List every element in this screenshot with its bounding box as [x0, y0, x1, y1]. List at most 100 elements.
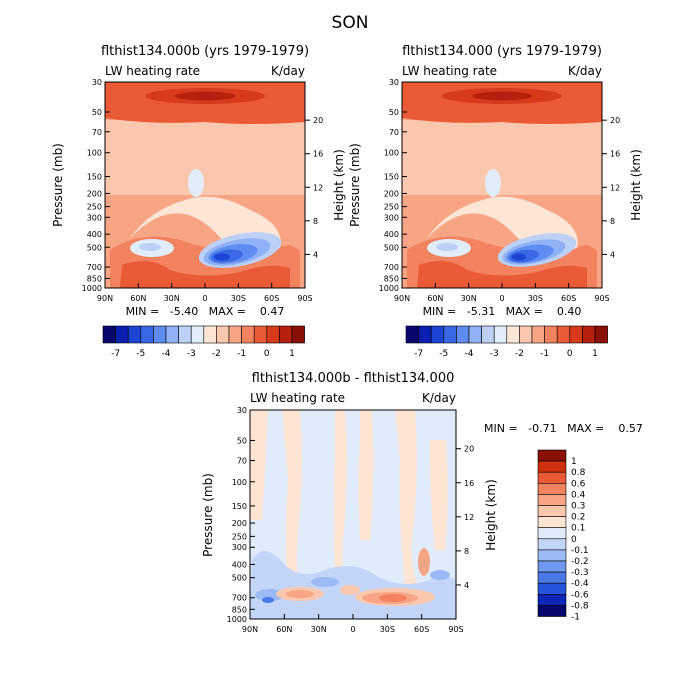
panel-2-units: K/day [568, 64, 602, 78]
colorbar-swatch [405, 325, 419, 344]
colorbar-swatch [537, 593, 567, 606]
colorbar-label: -1 [237, 349, 246, 359]
y2-tick-label: 16 [610, 150, 620, 159]
colorbar-label: -7 [414, 349, 423, 359]
page-title: SON [332, 13, 369, 33]
y2-tick-label: 20 [464, 445, 474, 454]
colorbar-swatch [537, 449, 567, 462]
colorbar-swatch [127, 325, 142, 344]
x-tick-label: 90S [594, 294, 609, 303]
colorbar-label: -4 [162, 349, 171, 359]
colorbar-swatch [537, 582, 567, 595]
colorbar-label: -0.8 [571, 601, 589, 611]
y-tick-label: 50 [389, 108, 399, 117]
colorbar-swatch [519, 325, 533, 344]
colorbar-label: -0.4 [571, 579, 589, 589]
panel-3-axes: 90N 60N 30N 0 30S 60S 90S 30 50 70 100 150 200 250 300… [227, 406, 475, 634]
panel-3-stats: MIN = -0.71 MAX = 0.57 [484, 422, 643, 435]
panel-1-ylabel: Pressure (mb) [51, 143, 65, 227]
x-tick-label: 60S [264, 294, 279, 303]
colorbar-label: -2 [212, 349, 221, 359]
colorbar-label: 0.8 [571, 468, 586, 478]
y-tick-label: 850 [384, 274, 399, 283]
colorbar-swatch [140, 325, 154, 344]
colorbar-swatch [456, 325, 470, 344]
y2-tick-label: 12 [610, 183, 620, 192]
colorbar-swatch [537, 460, 567, 473]
colorbar-swatch [418, 325, 432, 344]
colorbar-label: -3 [490, 349, 499, 359]
colorbar-swatch [241, 325, 255, 344]
panel-1-field-label: LW heating rate [105, 64, 200, 78]
colorbar-label: -1 [571, 613, 580, 623]
colorbar-label: 1 [571, 457, 577, 467]
colorbar-label: 0 [264, 349, 270, 359]
colorbar-swatch [481, 325, 495, 344]
y-tick-label: 700 [384, 263, 399, 272]
colorbar-swatch [556, 325, 571, 344]
y2-tick-label: 20 [610, 116, 620, 125]
x-tick-label: 90S [297, 294, 312, 303]
panel-2-field-label: LW heating rate [402, 64, 497, 78]
panel-3-colorbar: 10.80.60.4 0.30.20.10-0.1-0.2-0.3-0.4-0.6… [537, 449, 589, 623]
x-tick-label: 60S [414, 625, 429, 634]
x-tick-label: 30N [311, 625, 327, 634]
y-tick-label: 400 [232, 560, 247, 569]
colorbar-swatch [153, 325, 167, 344]
y2-tick-label: 8 [464, 547, 469, 556]
panel-2-y2label: Height (km) [629, 149, 643, 220]
colorbar-swatch [443, 325, 457, 344]
colorbar-label: -1 [540, 349, 549, 359]
y-tick-label: 400 [384, 230, 399, 239]
colorbar-swatch [165, 325, 179, 344]
colorbar-swatch [493, 325, 508, 344]
y2-tick-label: 8 [313, 217, 318, 226]
y-tick-label: 50 [92, 108, 102, 117]
y-tick-label: 50 [237, 436, 247, 445]
colorbar-label: 0.4 [571, 490, 586, 500]
x-tick-label: 60N [130, 294, 146, 303]
panel-1-y2label: Height (km) [332, 149, 346, 220]
x-tick-label: 30N [461, 294, 477, 303]
y-tick-label: 1000 [82, 284, 102, 293]
panel-3-title: flthist134.000b - flthist134.000 [252, 371, 455, 386]
colorbar-swatch [537, 605, 567, 617]
panel-2-ylabel: Pressure (mb) [348, 143, 362, 227]
colorbar-swatch [537, 494, 567, 506]
colorbar-swatch [537, 549, 567, 562]
panel-3: flthist134.000b - flthist134.000 LW heat… [201, 371, 643, 620]
panel-1-stats: MIN = -5.40 MAX = 0.47 [126, 305, 285, 318]
colorbar-swatch [178, 325, 192, 344]
colorbar-swatch [537, 471, 567, 484]
y-tick-label: 850 [232, 605, 247, 614]
y-tick-label: 70 [237, 457, 247, 466]
colorbar-swatch [506, 325, 520, 344]
y-tick-label: 30 [389, 78, 399, 87]
colorbar-label: 0.1 [571, 524, 585, 534]
y2-tick-label: 12 [464, 513, 474, 522]
colorbar-swatch [190, 325, 205, 344]
y2-tick-label: 4 [464, 581, 469, 590]
panel-3-ylabel: Pressure (mb) [201, 473, 215, 557]
panel-1-units: K/day [271, 64, 305, 78]
panel-3-y2label: Height (km) [484, 479, 498, 550]
colorbar-swatch [537, 538, 567, 551]
y-tick-label: 150 [232, 502, 247, 511]
y-tick-label: 500 [87, 243, 102, 252]
y2-tick-label: 16 [464, 479, 474, 488]
colorbar-swatch [430, 325, 445, 344]
colorbar-label: 0.6 [571, 479, 586, 489]
colorbar-swatch [569, 325, 583, 344]
y-tick-label: 150 [87, 173, 102, 182]
x-tick-label: 30N [164, 294, 180, 303]
colorbar-label: -4 [465, 349, 474, 359]
x-tick-label: 90N [97, 294, 113, 303]
colorbar-label: -3 [187, 349, 196, 359]
y-tick-label: 200 [232, 519, 247, 528]
panel-2-title: flthist134.000 (yrs 1979-1979) [402, 44, 602, 59]
x-tick-label: 0 [350, 625, 355, 634]
colorbar-swatch [537, 571, 567, 584]
x-tick-label: 60N [276, 625, 292, 634]
colorbar-swatch [537, 516, 567, 528]
panel-1-plot-area [104, 81, 306, 289]
